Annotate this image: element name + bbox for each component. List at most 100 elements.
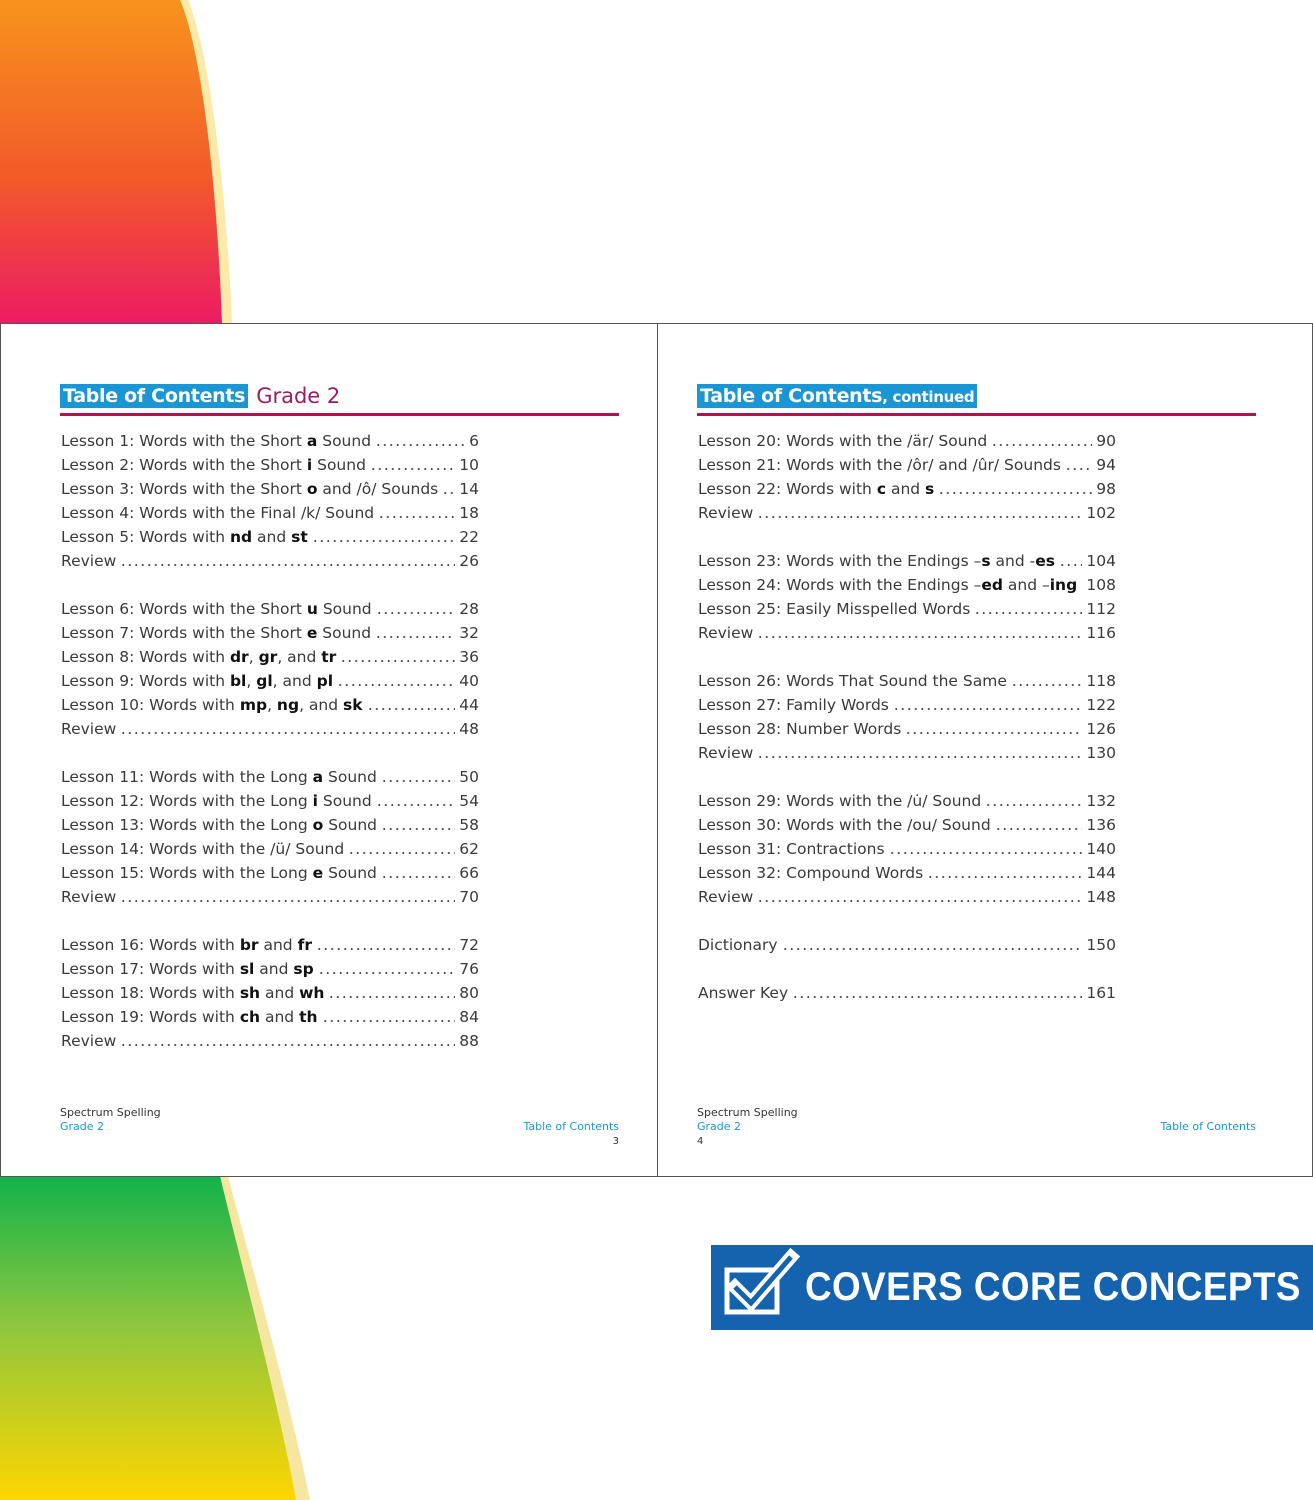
dot-leader [757,749,1083,759]
entry-emphasis: i [306,456,313,474]
entry-text: Sound [317,600,372,618]
page-number: 4 [697,1136,704,1147]
entry-text: Lesson 20: Words with the /är/ Sound [698,432,988,450]
entry-text: Lesson 31: Contractions [698,840,885,858]
entry-page: 112 [1086,600,1116,618]
entry-label: Lesson 12: Words with the Long i Sound [61,789,372,813]
entry-text: Answer Key [698,984,789,1002]
dot-leader [378,509,456,519]
entry-label: Lesson 22: Words with c and s [698,477,934,501]
toc-entry: Lesson 22: Words with c and s 98 [698,477,1116,501]
entry-text: Lesson 23: Words with the Endings – [698,552,982,570]
entry-text: Lesson 15: Words with the Long [61,864,313,882]
dot-leader [380,869,456,879]
entry-page: 161 [1086,984,1116,1002]
group-gap [61,741,479,765]
entry-emphasis: wh [299,984,325,1002]
toc-entry: Lesson 14: Words with the /ü/ Sound 62 [61,837,479,861]
footer-series: Spectrum Spelling [697,1106,798,1119]
entry-text: Lesson 26: Words That Sound the Same [698,672,1007,690]
entry-emphasis: sk [343,696,363,714]
entry-page: 136 [1086,816,1116,834]
entry-text: Dictionary [698,936,778,954]
entry-emphasis: bl [229,672,247,690]
toc-entry: Lesson 31: Contractions 140 [698,837,1116,861]
toc-entry: Lesson 10: Words with mp, ng, and sk 44 [61,693,479,717]
page-number: 3 [612,1136,619,1147]
entry-emphasis: i [312,792,318,810]
entry-emphasis: gr [258,648,278,666]
entry-label: Lesson 28: Number Words [698,717,901,741]
entry-text: , and [277,648,322,666]
toc-entry: Lesson 24: Words with the Endings –ed an… [698,573,1116,597]
entry-label: Lesson 29: Words with the /u̇/ Sound [698,789,981,813]
toc-entry: Review 26 [61,549,479,573]
entry-text: , and [272,672,317,690]
entry-page: 44 [459,696,479,714]
dot-leader [120,1037,456,1047]
entry-text: Lesson 5: Words with [61,528,230,546]
entry-text: and [258,936,298,954]
entry-emphasis: pl [316,672,334,690]
footer-series: Spectrum Spelling [60,1106,161,1119]
toc-entry: Lesson 27: Family Words 122 [698,693,1116,717]
entry-text: and - [990,552,1036,570]
entry-emphasis: ch [239,1008,261,1026]
dot-leader [1010,677,1083,687]
dot-leader [1058,557,1083,567]
entry-text: Lesson 9: Words with [61,672,230,690]
dot-leader [938,485,1093,495]
dot-leader [120,893,456,903]
entry-page: 94 [1096,456,1116,474]
toc-entry: Lesson 7: Words with the Short e Sound 32 [61,621,479,645]
entry-text: Lesson 14: Words with the /ü/ Sound [61,840,345,858]
entry-label: Lesson 16: Words with br and fr [61,933,312,957]
entry-page: 122 [1086,696,1116,714]
entry-text: and [252,528,292,546]
entry-text: , [248,648,259,666]
entry-text: , and [299,696,344,714]
entry-label: Review [61,717,116,741]
entry-page: 140 [1086,840,1116,858]
heading-rule [697,413,1256,416]
entry-label: Dictionary [698,933,778,957]
entry-label: Lesson 13: Words with the Long o Sound [61,813,377,837]
heading-title-text: Table of Contents [700,385,883,407]
entry-label: Lesson 1: Words with the Short a Sound [61,429,371,453]
entry-emphasis: ing [1049,576,1078,594]
dot-leader [375,797,456,807]
entry-text: Sound [323,768,377,786]
entry-page: 70 [459,888,479,906]
entry-label: Lesson 5: Words with nd and st [61,525,308,549]
entry-emphasis: c [876,480,887,498]
toc-entry: Lesson 21: Words with the /ôr/ and /ûr/ … [698,453,1116,477]
toc-entry: Review 148 [698,885,1116,909]
entry-label: Lesson 14: Words with the /ü/ Sound [61,837,344,861]
entry-text: Sound [317,792,372,810]
check-icon [724,1247,801,1315]
entry-emphasis: s [925,480,935,498]
entry-text: Review [698,504,754,522]
entry-text: Review [61,1032,117,1050]
dot-leader [888,845,1083,855]
group-gap [698,909,1116,933]
entry-text: Lesson 22: Words with [698,480,877,498]
dot-leader [321,1013,456,1023]
toc-entry: Lesson 4: Words with the Final /k/ Sound… [61,501,479,525]
entry-emphasis: ed [981,576,1003,594]
dot-leader [348,845,456,855]
entry-page: 84 [459,1008,479,1026]
entry-label: Lesson 4: Words with the Final /k/ Sound [61,501,374,525]
right-page: Table of Contents, continued Lesson 20: … [697,324,1257,1176]
entry-emphasis: nd [229,528,253,546]
toc-list: Lesson 1: Words with the Short a Sound 6 L… [61,429,479,1053]
entry-label: Lesson 27: Family Words [698,693,889,717]
entry-label: Lesson 6: Words with the Short u Sound [61,597,372,621]
entry-page: 50 [459,768,479,786]
entry-page: 90 [1096,432,1116,450]
dot-leader [757,629,1083,639]
entry-text: Lesson 6: Words with the Short [61,600,307,618]
heading: Table of Contents, continued [697,384,978,408]
entry-text: Lesson 7: Words with the Short [61,624,307,642]
